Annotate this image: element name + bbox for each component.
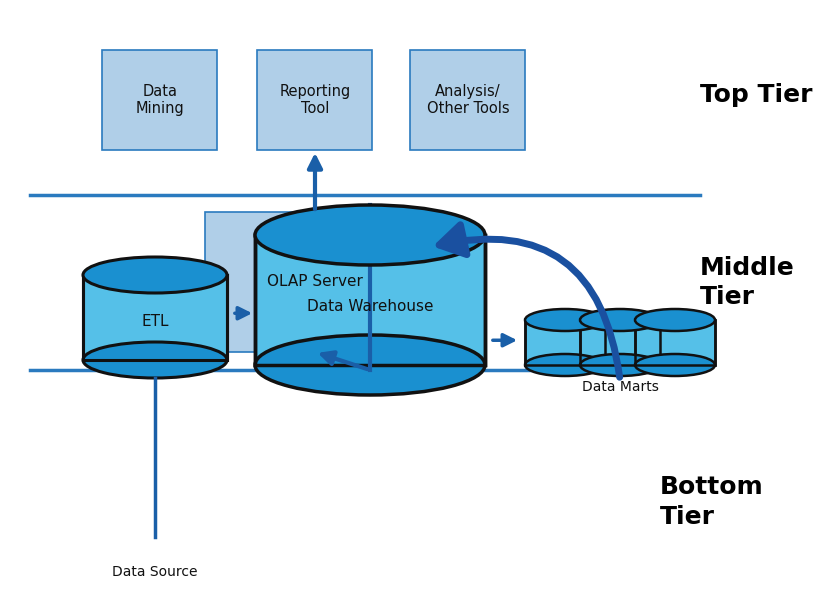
- Text: OLAP Server: OLAP Server: [267, 274, 363, 290]
- Bar: [635, 320, 715, 365]
- Ellipse shape: [635, 309, 715, 331]
- Text: Data Marts: Data Marts: [581, 380, 658, 394]
- FancyBboxPatch shape: [258, 50, 373, 150]
- Text: Reporting
Tool: Reporting Tool: [279, 84, 350, 116]
- Text: Data Source: Data Source: [113, 565, 198, 579]
- Ellipse shape: [580, 309, 660, 331]
- Text: Middle
Tier: Middle Tier: [700, 256, 795, 310]
- Text: Analysis/
Other Tools: Analysis/ Other Tools: [427, 84, 510, 116]
- Bar: [255, 235, 485, 365]
- FancyBboxPatch shape: [205, 212, 425, 352]
- Bar: [525, 320, 605, 365]
- Bar: [83, 275, 227, 360]
- Ellipse shape: [635, 354, 715, 376]
- FancyArrowPatch shape: [440, 225, 620, 377]
- Ellipse shape: [83, 342, 227, 378]
- Bar: [525, 320, 605, 365]
- Bar: [83, 275, 227, 360]
- Ellipse shape: [255, 335, 485, 395]
- Ellipse shape: [580, 354, 660, 376]
- Text: Data
Mining: Data Mining: [136, 84, 184, 116]
- Text: ETL: ETL: [141, 314, 168, 329]
- FancyBboxPatch shape: [103, 50, 218, 150]
- FancyBboxPatch shape: [410, 50, 525, 150]
- Text: Data Warehouse: Data Warehouse: [307, 299, 433, 314]
- Bar: [255, 235, 485, 365]
- Bar: [580, 320, 660, 365]
- Ellipse shape: [83, 257, 227, 293]
- Ellipse shape: [525, 354, 605, 376]
- Text: Bottom
Tier: Bottom Tier: [660, 475, 764, 529]
- Text: Top Tier: Top Tier: [700, 83, 812, 107]
- Ellipse shape: [255, 205, 485, 265]
- Bar: [635, 320, 715, 365]
- Bar: [580, 320, 660, 365]
- Ellipse shape: [525, 309, 605, 331]
